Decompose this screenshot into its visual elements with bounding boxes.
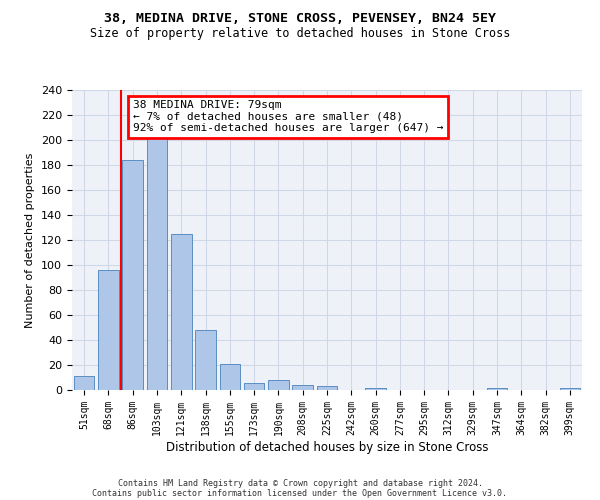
Y-axis label: Number of detached properties: Number of detached properties	[25, 152, 35, 328]
Bar	[268, 380, 289, 390]
Bar	[487, 388, 508, 390]
Bar	[365, 388, 386, 390]
Bar	[292, 385, 313, 390]
Bar	[195, 330, 216, 390]
Bar	[317, 386, 337, 390]
Bar	[171, 234, 191, 390]
Text: 38, MEDINA DRIVE, STONE CROSS, PEVENSEY, BN24 5EY: 38, MEDINA DRIVE, STONE CROSS, PEVENSEY,…	[104, 12, 496, 26]
Bar	[122, 160, 143, 390]
Bar	[146, 138, 167, 390]
Text: 38 MEDINA DRIVE: 79sqm
← 7% of detached houses are smaller (48)
92% of semi-deta: 38 MEDINA DRIVE: 79sqm ← 7% of detached …	[133, 100, 443, 133]
Bar	[220, 364, 240, 390]
Bar	[98, 270, 119, 390]
Text: Contains public sector information licensed under the Open Government Licence v3: Contains public sector information licen…	[92, 488, 508, 498]
Text: Size of property relative to detached houses in Stone Cross: Size of property relative to detached ho…	[90, 28, 510, 40]
Bar	[560, 388, 580, 390]
Bar	[244, 382, 265, 390]
X-axis label: Distribution of detached houses by size in Stone Cross: Distribution of detached houses by size …	[166, 440, 488, 454]
Bar	[74, 376, 94, 390]
Text: Contains HM Land Registry data © Crown copyright and database right 2024.: Contains HM Land Registry data © Crown c…	[118, 478, 482, 488]
